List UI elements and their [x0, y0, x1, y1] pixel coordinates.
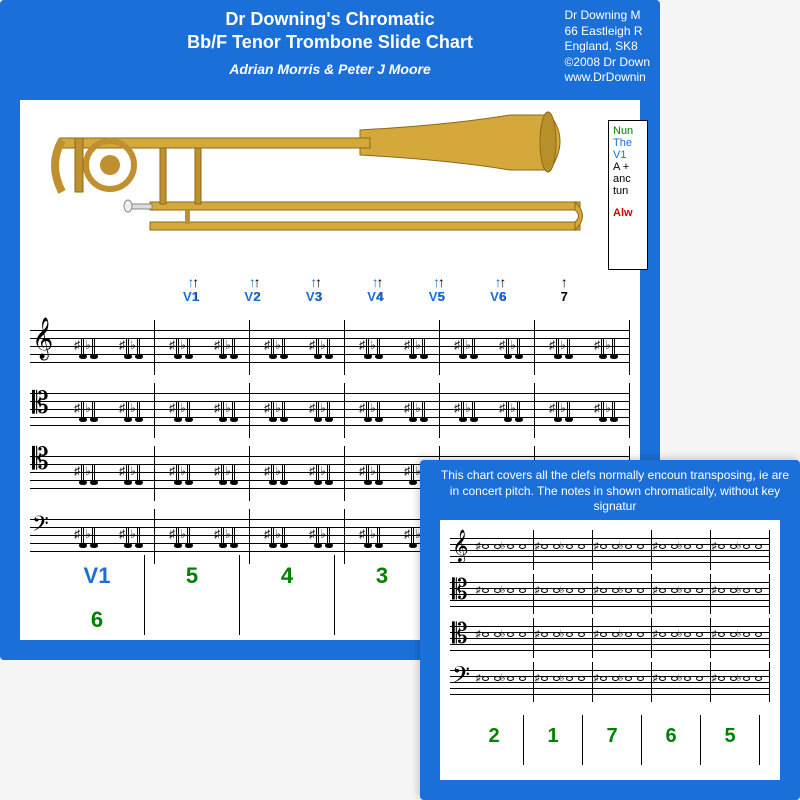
slide-pos-2: ↑2↑V2 — [226, 275, 287, 304]
measure: ♯♭♯♭ — [535, 383, 630, 438]
measure2: ♯♭ — [711, 574, 770, 614]
main-header: Dr Downing's Chromatic Bb/F Tenor Trombo… — [0, 8, 660, 77]
measure2: ♯♭ — [534, 662, 593, 702]
legend-l2: The — [613, 137, 643, 149]
staff2-row-treble: 𝄞♯♭♯♭♯♭♯♭♯♭ — [450, 530, 770, 570]
measure2: ♯♭ — [475, 662, 534, 702]
authors: Adrian Morris & Peter J Moore — [0, 61, 660, 77]
pub-l3: England, SK8 — [564, 39, 650, 55]
second-white-area: 𝄞♯♭♯♭♯♭♯♭♯♭𝄡♯♭♯♭♯♭♯♭♯♭𝄡♯♭♯♭♯♭♯♭♯♭𝄢♯♭♯♭♯♭… — [440, 520, 780, 780]
staff-row-alto: 𝄡♯♭♯♭♯♭♯♭♯♭♯♭♯♭♯♭♯♭♯♭♯♭♯♭ — [30, 383, 630, 438]
staff2-row-alto: 𝄡♯♭♯♭♯♭♯♭♯♭ — [450, 574, 770, 614]
slide-position-labels: ↑1↑V1↑2↑V2↑3↑V3↑4↑V4↑5↑V5↑6↑V6↑7 — [165, 275, 595, 304]
staff2-row-tenor: 𝄡♯♭♯♭♯♭♯♭♯♭ — [450, 618, 770, 658]
bass-clef-icon: 𝄢 — [32, 513, 49, 539]
slide-pos-4: ↑4↑V4 — [349, 275, 410, 304]
measure2: ♯♭ — [593, 574, 652, 614]
measure2: ♯♭ — [652, 618, 711, 658]
measure2: ♯♭ — [711, 662, 770, 702]
measure2: ♯♭ — [652, 662, 711, 702]
tenor-clef-icon: 𝄡 — [32, 445, 49, 475]
position2-cell-1: 1 — [524, 715, 583, 765]
measure: ♯♭♯♭ — [155, 383, 250, 438]
staff2-row-bass: 𝄢♯♭♯♭♯♭♯♭♯♭ — [450, 662, 770, 702]
measure: ♯♭♯♭ — [345, 383, 440, 438]
trombone-illustration: Nun The V1 A + anc tun Alw ↑1↑V1↑2↑V2↑3↑… — [30, 110, 630, 310]
position2-cell-2: 7 — [583, 715, 642, 765]
measure2: ♯♭ — [593, 618, 652, 658]
slide-pos-5: ↑5↑V5 — [411, 275, 472, 304]
measure: ♯♭♯♭ — [155, 320, 250, 375]
measure2: ♯♭ — [652, 574, 711, 614]
position-cell-0: V16 — [50, 555, 145, 635]
position-cell-3: 3 — [335, 555, 430, 635]
slide-pos-1: ↑1↑V1 — [165, 275, 226, 304]
measure: ♯♭♯♭ — [440, 383, 535, 438]
trombone-svg — [30, 110, 590, 270]
legend-l3: V1 — [613, 149, 643, 161]
second-chart: This chart covers all the clefs normally… — [420, 460, 800, 800]
position-cell-2: 4 — [240, 555, 335, 635]
second-position-row: 21765 — [465, 715, 760, 765]
slide-pos-3: ↑3↑V3 — [288, 275, 349, 304]
pub-l2: 66 Eastleigh R — [564, 24, 650, 40]
alto-clef-icon: 𝄡 — [32, 389, 49, 419]
treble-clef-icon: 𝄞 — [32, 320, 53, 356]
measure2: ♯♭ — [711, 530, 770, 570]
legend-l5: anc — [613, 173, 643, 185]
treble-clef2-icon: 𝄞 — [452, 532, 469, 560]
title-line-1: Dr Downing's Chromatic — [0, 8, 660, 31]
measure2: ♯♭ — [475, 574, 534, 614]
legend-box: Nun The V1 A + anc tun Alw — [608, 120, 648, 270]
position-cell-1: 5 — [145, 555, 240, 635]
measure: ♯♭♯♭ — [535, 320, 630, 375]
measure: ♯♭♯♭ — [60, 383, 155, 438]
measure2: ♯♭ — [711, 618, 770, 658]
pub-l4: ©2008 Dr Down — [564, 55, 650, 71]
position2-cell-0: 2 — [465, 715, 524, 765]
pub-l5: www.DrDownin — [564, 70, 650, 86]
publisher-block: Dr Downing M 66 Eastleigh R England, SK8… — [564, 8, 650, 86]
legend-l1: Nun — [613, 125, 643, 137]
position2-cell-4: 5 — [701, 715, 760, 765]
measure: ♯♭♯♭ — [60, 320, 155, 375]
measure2: ♯♭ — [652, 530, 711, 570]
slide-pos-7: ↑7 — [534, 275, 595, 304]
measure2: ♯♭ — [534, 618, 593, 658]
position2-cell-3: 6 — [642, 715, 701, 765]
measure2: ♯♭ — [593, 530, 652, 570]
measure: ♯♭♯♭ — [440, 320, 535, 375]
measure: ♯♭♯♭ — [155, 446, 250, 501]
measure2: ♯♭ — [534, 574, 593, 614]
measure: ♯♭♯♭ — [345, 320, 440, 375]
measure: ♯♭♯♭ — [60, 446, 155, 501]
slide-pos-6: ↑6↑V6 — [472, 275, 533, 304]
tenor-clef2-icon: 𝄡 — [452, 620, 468, 648]
measure2: ♯♭ — [593, 662, 652, 702]
second-header: This chart covers all the clefs normally… — [440, 468, 790, 515]
staff-row-treble: 𝄞♯♭♯♭♯♭♯♭♯♭♯♭♯♭♯♭♯♭♯♭♯♭♯♭ — [30, 320, 630, 375]
measure: ♯♭♯♭ — [250, 320, 345, 375]
measure: ♯♭♯♭ — [250, 383, 345, 438]
measure2: ♯♭ — [534, 530, 593, 570]
measure: ♯♭♯♭ — [250, 446, 345, 501]
legend-l6: tun — [613, 185, 643, 197]
alto-clef2-icon: 𝄡 — [452, 576, 468, 604]
title-line-2: Bb/F Tenor Trombone Slide Chart — [0, 31, 660, 54]
bass-clef2-icon: 𝄢 — [452, 664, 470, 692]
pub-l1: Dr Downing M — [564, 8, 650, 24]
measure2: ♯♭ — [475, 618, 534, 658]
legend-l4: A + — [613, 161, 643, 173]
legend-l7: Alw — [613, 207, 643, 219]
second-staves: 𝄞♯♭♯♭♯♭♯♭♯♭𝄡♯♭♯♭♯♭♯♭♯♭𝄡♯♭♯♭♯♭♯♭♯♭𝄢♯♭♯♭♯♭… — [450, 530, 770, 706]
measure2: ♯♭ — [475, 530, 534, 570]
